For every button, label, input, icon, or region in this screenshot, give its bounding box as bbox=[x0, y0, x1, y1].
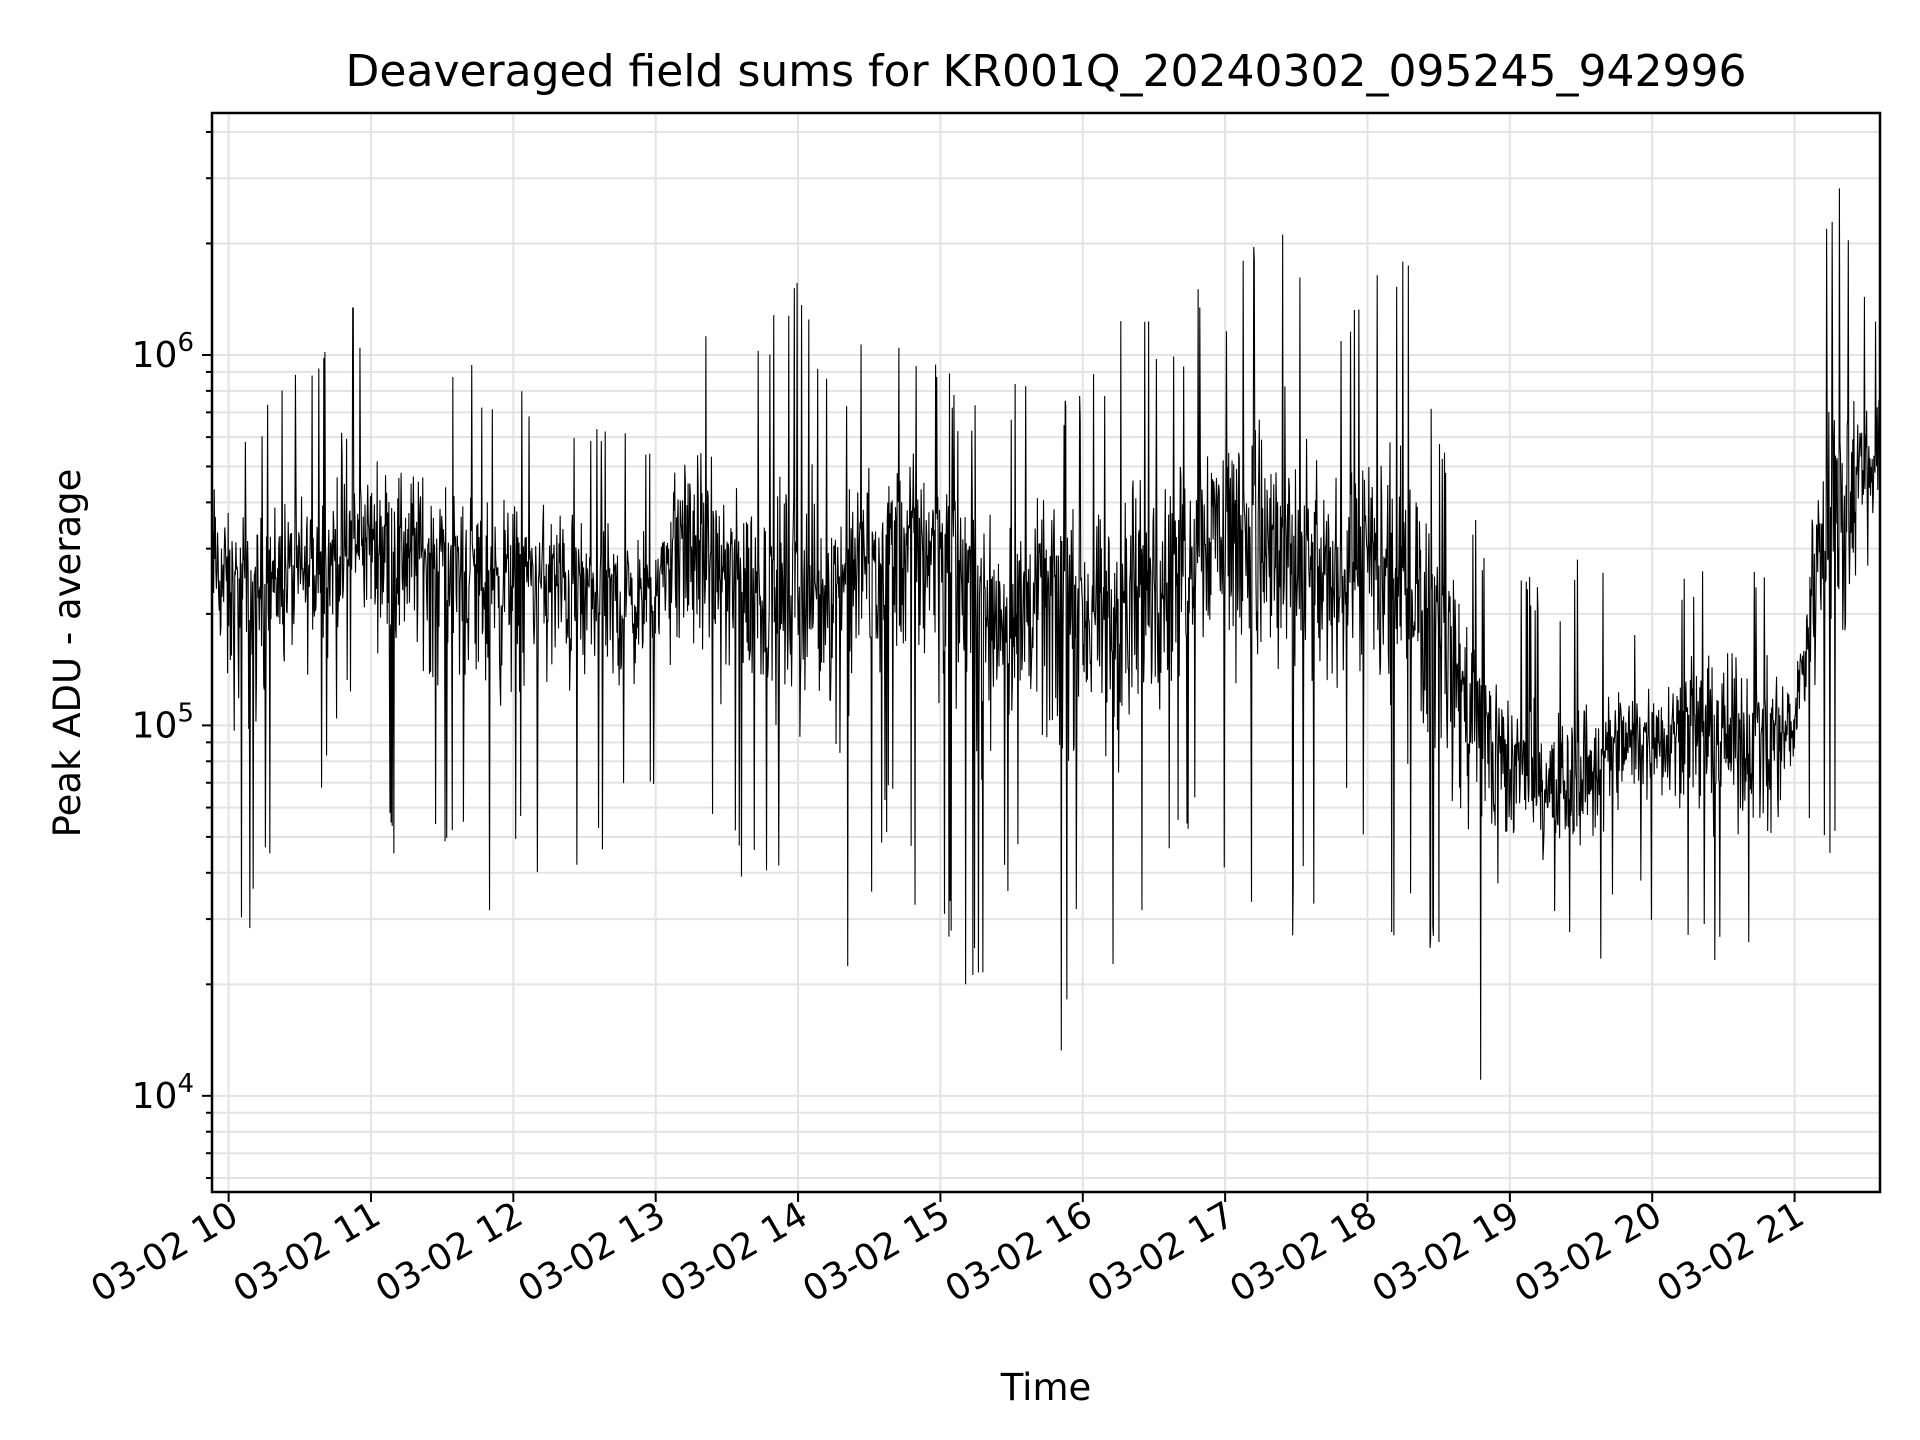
plot-area bbox=[211, 188, 1881, 1080]
y-axis-label: Peak ADU - average bbox=[46, 469, 89, 838]
x-tick-label: 03-02 15 bbox=[796, 1194, 957, 1310]
chart-title: Deaveraged field sums for KR001Q_2024030… bbox=[346, 46, 1747, 97]
x-tick-label: 03-02 19 bbox=[1366, 1194, 1527, 1310]
x-tick-label: 03-02 12 bbox=[369, 1194, 530, 1310]
x-tick-label: 03-02 10 bbox=[84, 1194, 245, 1310]
y-tick-label: 106 bbox=[132, 328, 194, 376]
y-tick-label: 105 bbox=[132, 698, 194, 746]
plot-frame bbox=[210, 111, 1882, 1194]
grid-lines bbox=[212, 113, 1880, 1192]
x-tick-label: 03-02 17 bbox=[1081, 1194, 1242, 1310]
series-line bbox=[211, 188, 1881, 1080]
x-tick-label: 03-02 16 bbox=[939, 1194, 1100, 1310]
x-tick-label: 03-02 13 bbox=[512, 1194, 673, 1310]
x-axis-label: Time bbox=[1000, 1366, 1092, 1409]
x-tick-label: 03-02 21 bbox=[1650, 1194, 1811, 1310]
x-tick-label: 03-02 20 bbox=[1508, 1194, 1669, 1310]
x-tick-label: 03-02 18 bbox=[1223, 1194, 1384, 1310]
x-tick-label: 03-02 14 bbox=[654, 1194, 815, 1310]
y-tick-label: 104 bbox=[132, 1069, 194, 1117]
x-tick-label: 03-02 11 bbox=[227, 1194, 388, 1310]
